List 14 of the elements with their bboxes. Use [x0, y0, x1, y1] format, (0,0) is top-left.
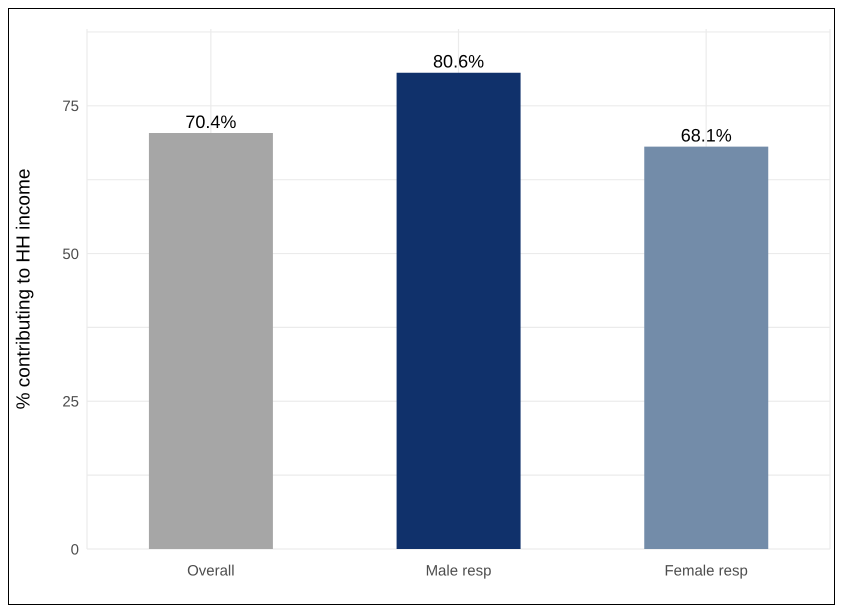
y-tick-label: 25 — [62, 394, 79, 411]
data-label: 70.4% — [185, 112, 236, 132]
x-tick-label: Male resp — [426, 562, 492, 580]
bar — [396, 72, 521, 549]
data-label: 80.6% — [433, 52, 484, 72]
bar — [148, 133, 273, 549]
x-tick-label: Overall — [187, 562, 235, 580]
y-tick-label: 50 — [62, 246, 79, 263]
bar — [644, 146, 768, 549]
y-axis-title: % contributing to HH income — [14, 168, 35, 410]
y-tick-label: 75 — [62, 98, 79, 116]
data-label: 68.1% — [680, 126, 732, 146]
x-tick-label: Female resp — [664, 562, 748, 580]
y-tick-label: 0 — [70, 541, 79, 558]
